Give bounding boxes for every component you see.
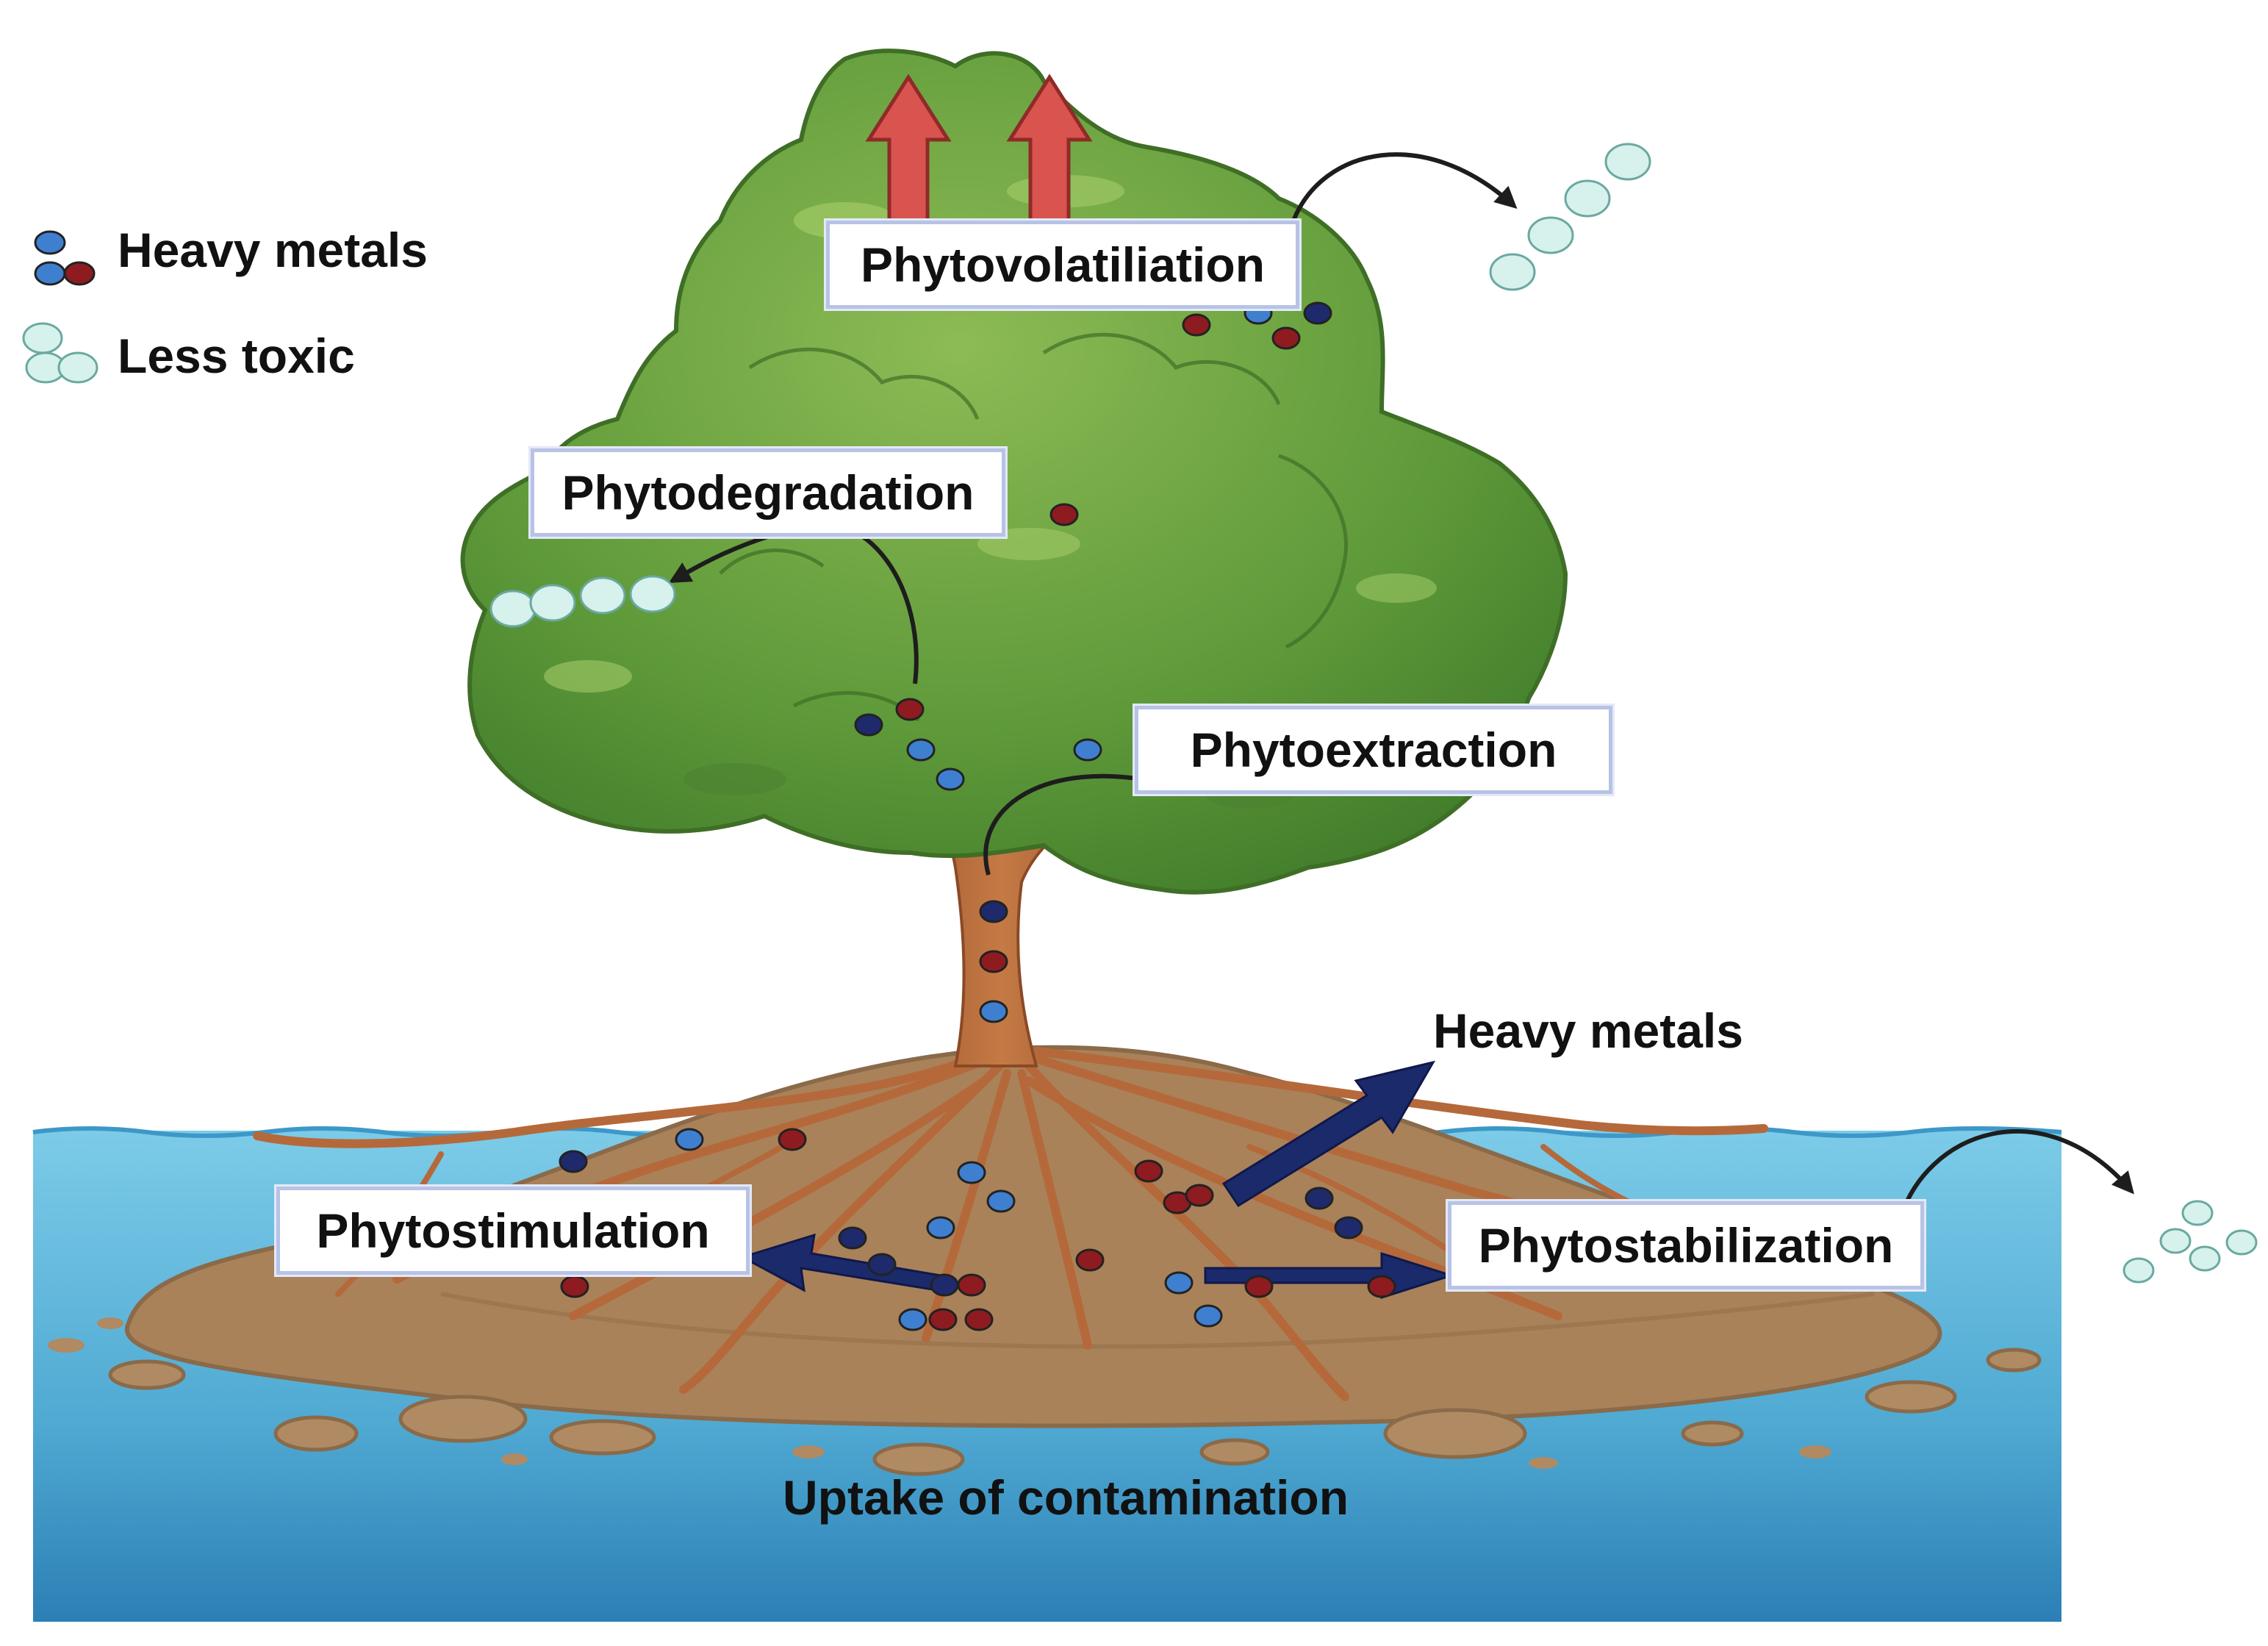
- phytovolatiliation-label: Phytovolatiliation: [826, 221, 1299, 309]
- stabilization-curve-arrow: [1898, 1129, 2134, 1221]
- extraction-curve-arrow: [983, 768, 1166, 876]
- uptake-label: Uptake of contamination: [783, 1470, 1349, 1525]
- less-toxic-particles: [489, 143, 2258, 1284]
- legend-heavy-metals-icon: [34, 230, 96, 286]
- legend-less-toxic-label: Less toxic: [118, 329, 355, 383]
- navy-arrows: [739, 1060, 1455, 1300]
- stimulation-arrow: [739, 1233, 942, 1292]
- legend-heavy-metals-label: Heavy metals: [118, 223, 428, 277]
- phytodegradation-label: Phytodegradation: [531, 448, 1005, 537]
- legend-less-toxic-icon: [22, 322, 98, 384]
- heavy-metals-up-arrow: [1221, 1060, 1436, 1208]
- phytostabilization-label: Phytostabilization: [1448, 1201, 1924, 1289]
- metal-particles: [559, 301, 1396, 1331]
- volatilization-curve-arrow: [1291, 152, 1518, 222]
- phytoextraction-label: Phytoextraction: [1135, 706, 1612, 794]
- phytostimulation-label: Phytostimulation: [276, 1187, 750, 1275]
- heavy-metals-arrow-label: Heavy metals: [1433, 1003, 1743, 1058]
